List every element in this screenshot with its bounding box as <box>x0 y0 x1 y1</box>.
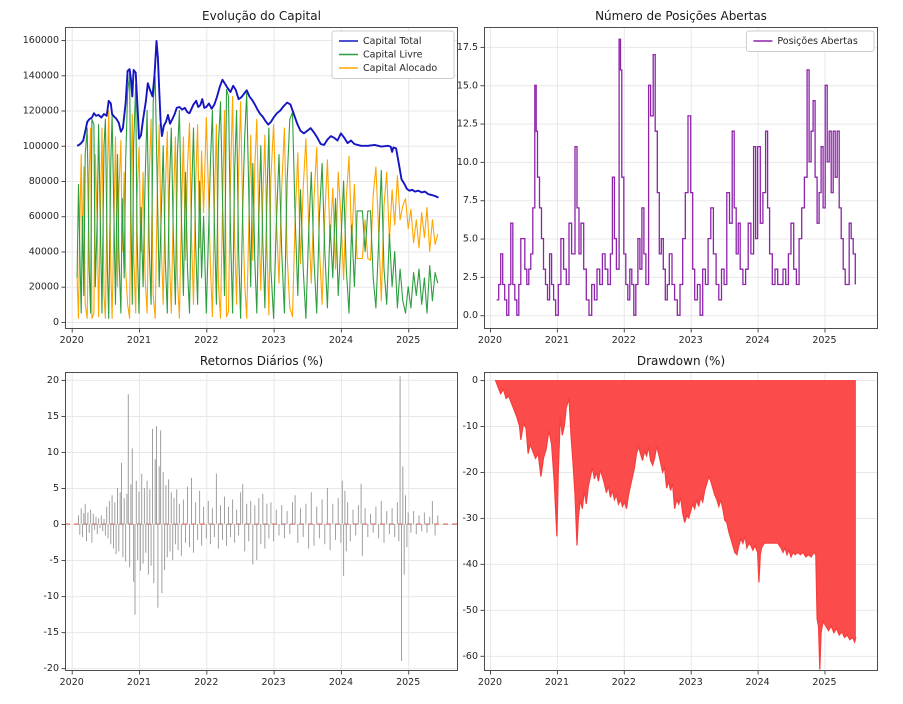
drawdown-chart-title: Drawdown (%) <box>636 354 726 368</box>
svg-text:0: 0 <box>472 375 478 386</box>
svg-text:40000: 40000 <box>29 246 59 257</box>
svg-text:140000: 140000 <box>23 70 59 81</box>
svg-text:2024: 2024 <box>745 677 769 688</box>
svg-text:2022: 2022 <box>194 335 218 346</box>
returns-series-retornos-di-rios <box>78 376 439 661</box>
svg-text:5: 5 <box>53 483 59 494</box>
returns-plot-border <box>65 372 458 671</box>
svg-text:17.5: 17.5 <box>457 42 478 53</box>
svg-text:2.5: 2.5 <box>463 272 478 283</box>
positions-chart: 2020 2021 2022 2023 2024 2025 0.0 2.5 5.0 7.5 10.0… <box>457 27 878 346</box>
svg-text:2020: 2020 <box>60 335 84 346</box>
drawdown-axis-labels: 2020 2021 2022 2023 2024 2025 -60 -50 -40 -30 -20 -… <box>462 375 836 688</box>
capital-series-capital-livre <box>76 72 439 319</box>
svg-text:120000: 120000 <box>23 106 59 117</box>
drawdown-chart: 2020 2021 2022 2023 2024 2025 -60 -50 -40 -30 -20 -… <box>462 372 878 688</box>
svg-text:12.5: 12.5 <box>457 119 478 130</box>
svg-text:2021: 2021 <box>545 677 569 688</box>
svg-text:2024: 2024 <box>329 677 353 688</box>
svg-text:2023: 2023 <box>679 677 703 688</box>
svg-text:2023: 2023 <box>262 677 286 688</box>
svg-text:100000: 100000 <box>23 141 59 152</box>
svg-text:2025: 2025 <box>812 677 836 688</box>
svg-text:0: 0 <box>53 519 59 530</box>
svg-text:2020: 2020 <box>478 677 502 688</box>
svg-text:15: 15 <box>47 411 59 422</box>
svg-text:-50: -50 <box>462 605 478 616</box>
positions-legend: Posições Abertas <box>745 30 875 52</box>
svg-text:5.0: 5.0 <box>463 234 478 245</box>
svg-text:Capital Total: Capital Total <box>363 36 422 47</box>
svg-text:-40: -40 <box>462 559 478 570</box>
svg-text:2025: 2025 <box>396 677 420 688</box>
svg-text:2025: 2025 <box>396 335 420 346</box>
svg-text:2021: 2021 <box>127 677 151 688</box>
svg-text:80000: 80000 <box>29 176 59 187</box>
svg-text:15.0: 15.0 <box>457 80 478 91</box>
svg-text:2022: 2022 <box>194 677 218 688</box>
svg-text:2022: 2022 <box>612 335 636 346</box>
capital-series-capital-total <box>76 39 439 199</box>
svg-text:20: 20 <box>47 375 59 386</box>
svg-text:20000: 20000 <box>29 282 59 293</box>
capital-legend: Capital Total Capital Livre Capital Alocad… <box>331 30 455 79</box>
svg-text:-60: -60 <box>462 651 478 662</box>
capital-axis-labels: 2020 2021 2022 2023 2024 2025 0 20000 40000 60000… <box>23 35 421 346</box>
svg-text:-10: -10 <box>462 421 478 432</box>
svg-text:-20: -20 <box>43 663 59 674</box>
svg-text:7.5: 7.5 <box>463 195 478 206</box>
positions-grid <box>484 27 878 329</box>
drawdown-plot-border <box>484 372 878 671</box>
svg-text:2024: 2024 <box>745 335 769 346</box>
svg-text:2023: 2023 <box>679 335 703 346</box>
returns-chart-title: Retornos Diários (%) <box>199 354 324 368</box>
positions-chart-title: Número de Posições Abertas <box>595 9 767 23</box>
svg-text:-20: -20 <box>462 467 478 478</box>
drawdown-series-drawdown <box>494 379 857 670</box>
returns-axis-labels: 2020 2021 2022 2023 2024 2025 -20 -15 -10 -5 0 5 10 1… <box>43 375 420 688</box>
svg-text:2021: 2021 <box>545 335 569 346</box>
svg-text:10.0: 10.0 <box>457 157 478 168</box>
svg-text:60000: 60000 <box>29 211 59 222</box>
svg-text:10: 10 <box>47 447 59 458</box>
svg-text:2024: 2024 <box>329 335 353 346</box>
svg-text:Capital Livre: Capital Livre <box>363 50 423 61</box>
returns-chart: 2020 2021 2022 2023 2024 2025 -20 -15 -10 -5 0 5 10 1… <box>43 372 458 688</box>
svg-text:Posições Abertas: Posições Abertas <box>777 36 857 47</box>
svg-text:2023: 2023 <box>262 335 286 346</box>
svg-text:0.0: 0.0 <box>463 310 478 321</box>
svg-text:2020: 2020 <box>478 335 502 346</box>
svg-text:160000: 160000 <box>23 35 59 46</box>
svg-text:-30: -30 <box>462 513 478 524</box>
capital-plot-border <box>65 27 458 329</box>
svg-text:2021: 2021 <box>127 335 151 346</box>
capital-chart: 2020 2021 2022 2023 2024 2025 0 20000 40000 60000… <box>23 27 458 346</box>
svg-text:0: 0 <box>53 317 59 328</box>
positions-series-posi-es-abertas <box>496 38 856 316</box>
positions-axis-labels: 2020 2021 2022 2023 2024 2025 0.0 2.5 5.0 7.5 10.0… <box>457 42 837 346</box>
svg-text:-5: -5 <box>50 555 59 566</box>
positions-plot-border <box>484 27 878 329</box>
svg-text:2022: 2022 <box>612 677 636 688</box>
svg-text:-10: -10 <box>43 591 59 602</box>
svg-text:2020: 2020 <box>60 677 84 688</box>
svg-text:2025: 2025 <box>812 335 836 346</box>
svg-text:Capital Alocado: Capital Alocado <box>363 63 437 74</box>
svg-text:-15: -15 <box>43 627 59 638</box>
capital-chart-title: Evolução do Capital <box>202 9 321 23</box>
